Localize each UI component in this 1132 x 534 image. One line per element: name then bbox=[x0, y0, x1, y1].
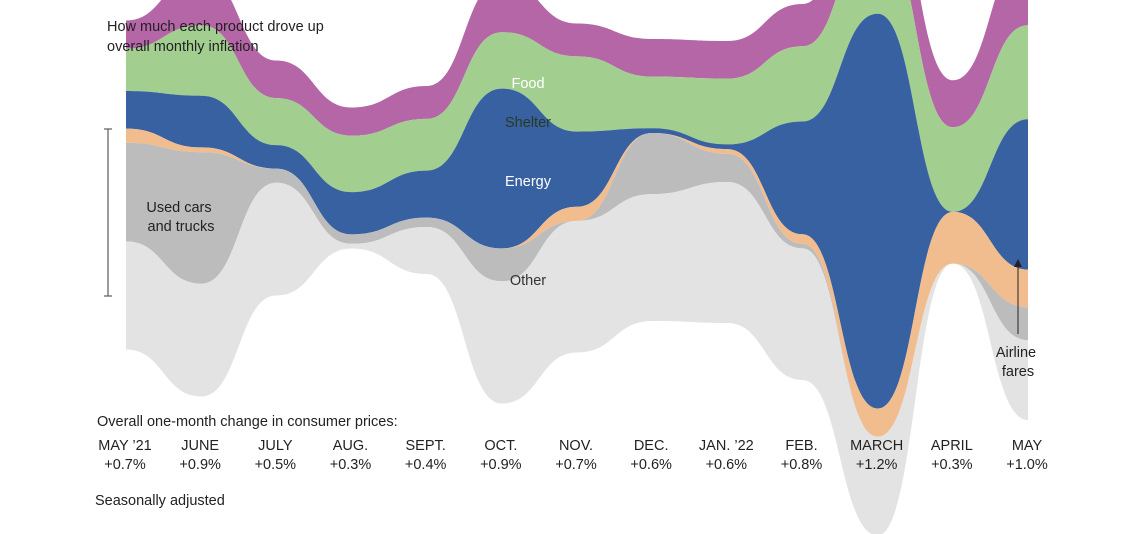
month-label: NOV. bbox=[558, 438, 594, 454]
totals-caption: Overall one-month change in consumer pri… bbox=[97, 414, 398, 430]
month-label: JAN. ’22 bbox=[698, 438, 754, 454]
label-shelter: Shelter bbox=[505, 115, 551, 131]
month-label: OCT. bbox=[484, 438, 518, 454]
month-change-value: +0.6% bbox=[705, 457, 748, 473]
month-total: JAN. ’22 +0.6% bbox=[681, 437, 771, 475]
annotation-airline-fares: Airline fares bbox=[996, 345, 1040, 380]
month-label: AUG. bbox=[332, 438, 369, 454]
label-energy: Energy bbox=[505, 174, 552, 190]
month-label: APRIL bbox=[930, 438, 973, 454]
stream-layer-shelter bbox=[126, 0, 1028, 212]
month-label: JULY bbox=[258, 438, 293, 454]
stream-layer-food bbox=[126, 0, 1028, 136]
month-total: APRIL +0.3% bbox=[907, 437, 997, 475]
month-total: JULY +0.5% bbox=[230, 437, 320, 475]
month-label: DEC. bbox=[633, 438, 669, 454]
month-total: AUG. +0.3% bbox=[306, 437, 396, 475]
month-total: NOV. +0.7% bbox=[531, 437, 621, 475]
month-total: MAY ’21 +0.7% bbox=[80, 437, 170, 475]
month-total: FEB. +0.8% bbox=[757, 437, 847, 475]
month-change-value: +0.9% bbox=[179, 457, 221, 473]
chart-title: How much each product drove up overall m… bbox=[107, 19, 324, 55]
stream-layer-energy bbox=[126, 13, 1028, 409]
month-change-value: +0.5% bbox=[254, 457, 297, 473]
month-label: MARCH bbox=[850, 438, 904, 454]
month-label: JUNE bbox=[181, 438, 220, 454]
month-change-value: +0.3% bbox=[931, 457, 973, 473]
month-change-value: +0.9% bbox=[480, 457, 522, 473]
month-total: JUNE +0.9% bbox=[155, 437, 245, 475]
footnote: Seasonally adjusted bbox=[95, 493, 225, 509]
month-change-value: +0.6% bbox=[630, 457, 672, 473]
month-label: FEB. bbox=[785, 438, 818, 454]
month-change-value: +0.7% bbox=[104, 457, 146, 473]
month-total: DEC. +0.6% bbox=[606, 437, 696, 475]
month-label: MAY bbox=[1011, 438, 1043, 454]
month-total: MARCH +1.2% bbox=[832, 437, 922, 475]
month-total: OCT. +0.9% bbox=[456, 437, 546, 475]
month-total: MAY +1.0% bbox=[982, 437, 1072, 475]
month-label: SEPT. bbox=[405, 438, 446, 454]
label-other: Other bbox=[510, 273, 546, 289]
airline-fares-arrowhead bbox=[1014, 259, 1022, 267]
month-change-value: +1.2% bbox=[855, 457, 898, 473]
label-food: Food bbox=[511, 76, 544, 92]
month-change-value: +0.7% bbox=[555, 457, 597, 473]
month-label: MAY ’21 bbox=[98, 438, 152, 454]
month-change-value: +0.3% bbox=[329, 457, 372, 473]
month-change-value: +1.0% bbox=[1006, 457, 1048, 473]
label-used-cars: Used cars and trucks bbox=[146, 200, 215, 235]
month-change-value: +0.8% bbox=[780, 457, 823, 473]
stream-layer-other bbox=[126, 182, 1028, 534]
month-total: SEPT. +0.4% bbox=[381, 437, 471, 475]
month-change-value: +0.4% bbox=[404, 457, 447, 473]
stream-layer-used-cars-and-trucks bbox=[126, 133, 1028, 437]
